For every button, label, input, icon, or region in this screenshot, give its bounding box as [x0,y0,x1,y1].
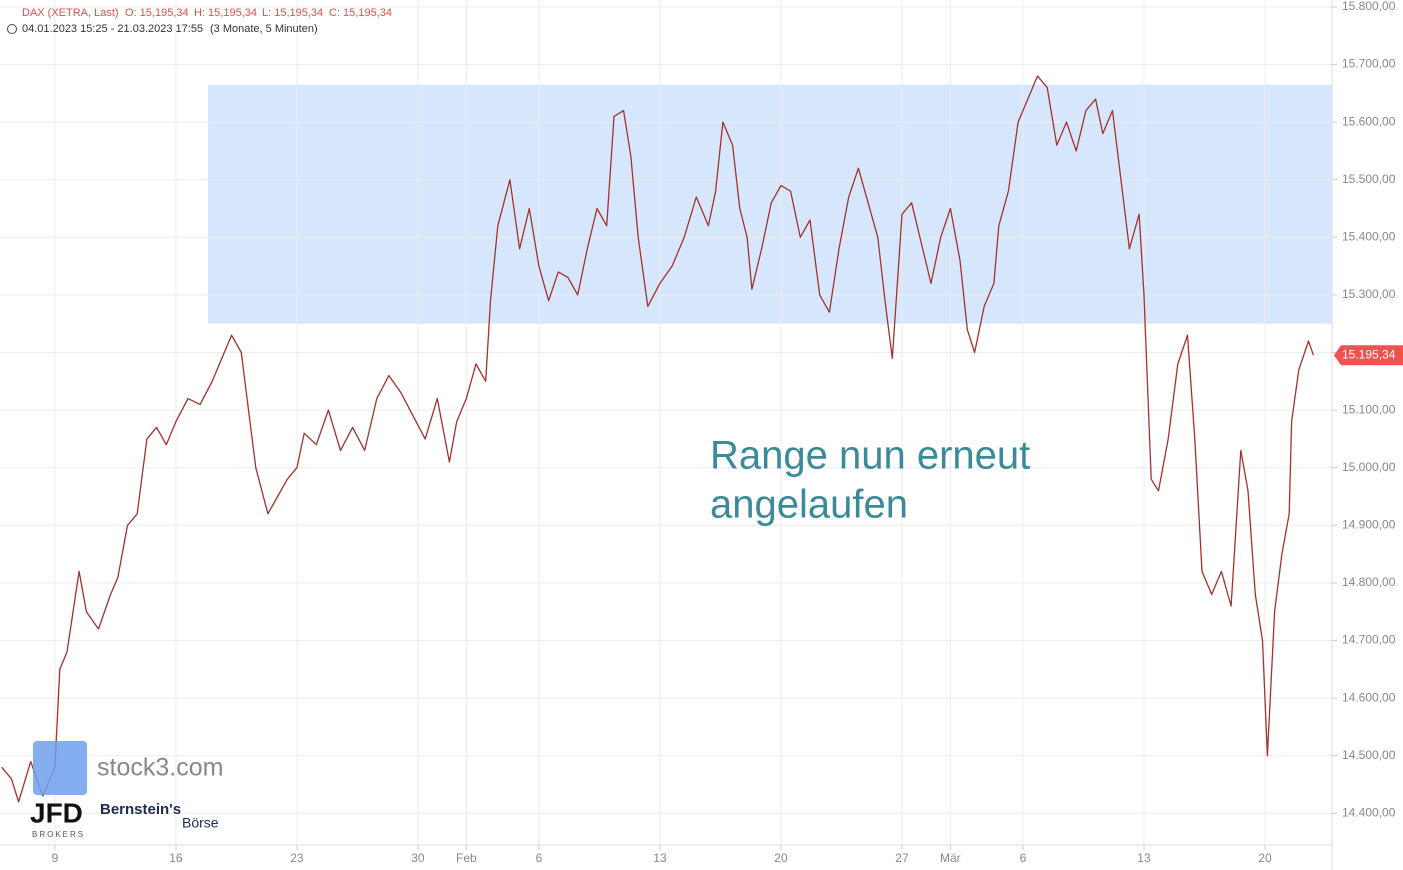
stock3-logo-icon [33,741,87,795]
jfd-logo: JFD [30,797,83,828]
boerse-logo: Börse [182,815,219,831]
open: O: 15,195,34 [125,7,189,19]
y-tick-label: 14.900,00 [1342,517,1396,531]
y-tick-label: 14.700,00 [1342,633,1396,647]
y-tick-label: 15.800,00 [1342,0,1396,13]
x-tick-label: 9 [52,851,59,865]
label-layer: DAX (XETRA, Last) O: 15,195,34 H: 15,195… [7,0,1403,865]
price-line [1,75,1315,803]
y-tick-label: 15.000,00 [1342,460,1396,474]
jfd-sub: BROKERS [32,830,85,839]
x-tick-label: 6 [536,851,543,865]
low: L: 15,195,34 [262,7,323,19]
stock3-logo: stock3.com [97,754,223,782]
x-tick-label: 27 [895,851,909,865]
y-tick-label: 15.500,00 [1342,172,1396,186]
x-tick-label: 6 [1020,851,1027,865]
x-tick-label: Mär [940,851,961,865]
x-tick-label: 13 [653,851,667,865]
annotation: angelaufen [710,483,908,527]
x-tick-label: 20 [1258,851,1272,865]
close: C: 15,195,34 [329,7,392,19]
last-price-tag [1334,345,1403,366]
period: 04.01.2023 15:25 - 21.03.2023 17:55 [22,23,203,35]
last-price-label: 15.195,34 [1342,347,1396,361]
symbol: DAX (XETRA, Last) [22,7,119,19]
annotation: Range nun erneut [710,434,1030,478]
x-tick-label: 30 [411,851,425,865]
y-tick-label: 14.500,00 [1342,748,1396,762]
x-tick-label: Feb [456,851,477,865]
x-tick-label: 16 [169,851,183,865]
y-tick-label: 14.400,00 [1342,805,1396,819]
y-tick-label: 14.600,00 [1342,690,1396,704]
y-tick-label: 15.600,00 [1342,114,1396,128]
y-tick-label: 15.700,00 [1342,57,1396,71]
high: H: 15,195,34 [194,7,257,19]
bernstein-logo: Bernstein's [100,801,181,818]
y-tick-label: 14.800,00 [1342,575,1396,589]
x-tick-label: 20 [774,851,788,865]
range-box [207,84,1332,324]
background-layer [0,0,1337,870]
x-tick-label: 23 [290,851,304,865]
y-tick-label: 15.300,00 [1342,287,1396,301]
clock-icon [7,24,17,34]
data-layer [1,75,1315,803]
interval: (3 Monate, 5 Minuten) [210,23,318,35]
y-tick-label: 15.400,00 [1342,229,1396,243]
x-tick-label: 13 [1137,851,1151,865]
y-tick-label: 15.100,00 [1342,402,1396,416]
